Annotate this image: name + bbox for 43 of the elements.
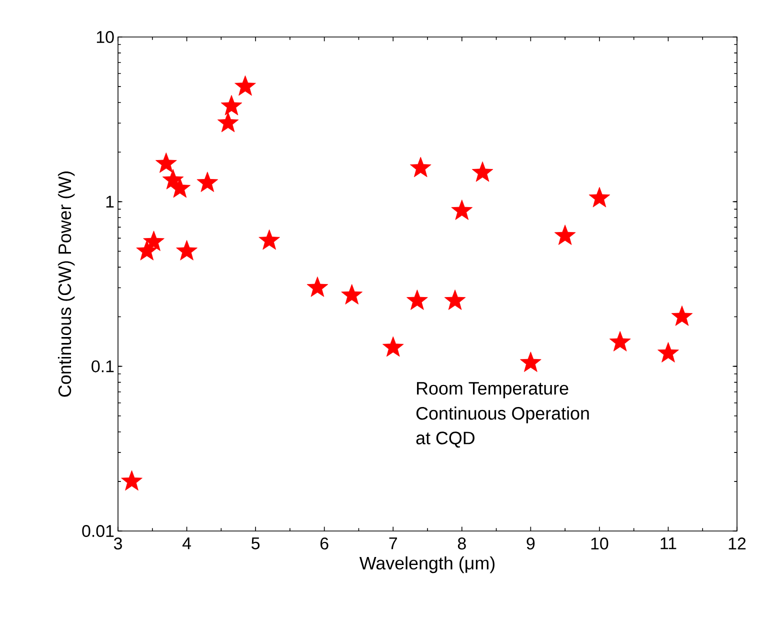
point	[658, 342, 679, 362]
point	[588, 186, 610, 208]
y-tick-label: 0.1	[92, 360, 114, 372]
x-tick-label: 11	[660, 538, 676, 550]
annotation: Room Temperature	[417, 382, 568, 398]
point	[520, 352, 542, 372]
y-tick-label: 10	[96, 31, 114, 43]
point	[220, 95, 242, 116]
annotation: Continuous Operation	[416, 406, 589, 424]
point	[258, 229, 280, 250]
point	[382, 336, 404, 357]
point	[306, 276, 328, 297]
point	[121, 470, 142, 491]
point	[341, 284, 363, 304]
x-tick-label: 9	[526, 538, 535, 550]
point	[406, 290, 428, 310]
point	[196, 172, 218, 192]
y-axis-title: Continuous (CW) Power (W)	[58, 172, 75, 397]
point	[143, 230, 164, 251]
x-axis-title: Wavelength (μm)	[359, 556, 494, 574]
point	[444, 290, 466, 310]
point	[169, 177, 191, 198]
point	[671, 306, 693, 326]
x-tick-label: 3	[114, 538, 122, 550]
x-tick-label: 7	[389, 538, 397, 550]
point	[410, 156, 432, 178]
y-tick-label: 1	[106, 196, 114, 208]
point	[554, 224, 576, 245]
x-tick-label: 6	[320, 538, 328, 550]
x-tick-label: 10	[591, 538, 608, 550]
x-tick-label: 4	[182, 538, 191, 550]
annotation: at CQD	[416, 432, 474, 448]
x-tick-label: 12	[728, 538, 746, 550]
y-tick-label: 0.01	[82, 525, 114, 538]
point	[451, 200, 473, 220]
point	[234, 75, 256, 96]
x-tick-label: 8	[458, 538, 466, 550]
x-tick-label: 5	[252, 538, 260, 550]
point	[472, 161, 494, 182]
point	[155, 152, 177, 173]
point	[609, 331, 631, 352]
point	[217, 112, 239, 132]
point	[176, 240, 198, 260]
